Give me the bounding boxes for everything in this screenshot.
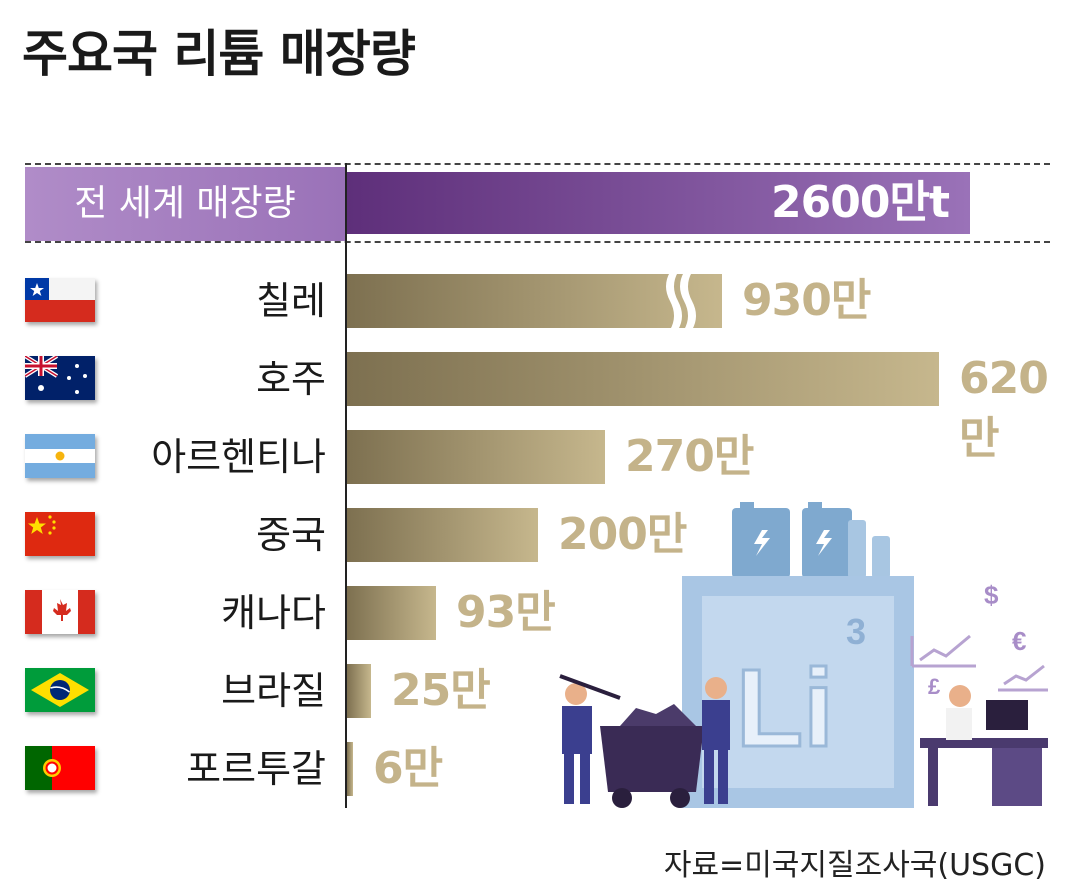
country-label: 호주 [256,357,326,401]
value-label: 25만 [391,665,491,716]
china-flag-icon [25,512,95,556]
brazil-flag-icon [25,668,95,712]
value-label: 6만 [373,743,443,794]
bar [347,664,371,718]
office-desk-icon [920,685,1048,806]
finance-chart-icon: $ € £ [910,580,1048,699]
country-label: 포르투갈 [186,747,326,791]
chile-flag-icon [25,278,95,322]
miner-figure-left [559,674,621,804]
top-dashed-line [25,163,1050,165]
portugal-flag-icon [25,746,95,790]
world-total-bar [347,172,970,234]
value-label: 270만 [625,431,754,482]
mine-cart-icon [600,704,704,808]
value-label: 200만 [558,509,687,560]
lithium-mining-illustration: Li 3 $ € £ [559,502,1048,808]
bottom-dashed-line [25,241,1050,243]
miner-figure-right [702,677,730,804]
element-number: 3 [846,611,866,652]
bar [347,508,538,562]
bar [347,430,605,484]
chart-axis [345,163,347,808]
country-label: 브라질 [221,669,326,713]
canada-flag-icon [25,590,95,634]
dollar-icon: $ [984,580,999,610]
bar [347,352,939,406]
battery-icon [732,502,890,578]
country-row: 칠레 930만 [0,271,1074,331]
bar [347,586,436,640]
world-total-label: 전 세계 매장량 [74,183,296,224]
country-row: 포르투갈 6만 [0,739,1074,799]
value-label: 620만 [959,353,1049,464]
country-label: 중국 [256,513,326,557]
country-row: 아르헨티나 270만 [0,427,1074,487]
bar [347,742,353,796]
bar [347,272,722,330]
country-label: 아르헨티나 [151,435,326,479]
country-label: 캐나다 [221,591,326,635]
world-label-background [25,167,345,241]
source-note: 자료=미국지질조사국(USGC) [663,848,1046,883]
chart-title: 주요국 리튬 매장량 [22,25,416,83]
euro-icon: € [1012,626,1026,656]
argentina-flag-icon [25,434,95,478]
country-row: 호주 620만 [0,349,1074,464]
world-total-value: 2600만t [771,177,950,228]
value-label: 930만 [742,275,871,326]
element-symbol: Li [736,647,834,770]
australia-flag-icon [25,356,95,400]
pound-icon: £ [928,674,941,699]
value-label: 93만 [456,587,556,638]
country-row: 중국 200만 [0,505,1074,565]
country-row: 브라질 25만 [0,661,1074,721]
country-row: 캐나다 93만 [0,583,1074,643]
country-label: 칠레 [256,279,326,323]
